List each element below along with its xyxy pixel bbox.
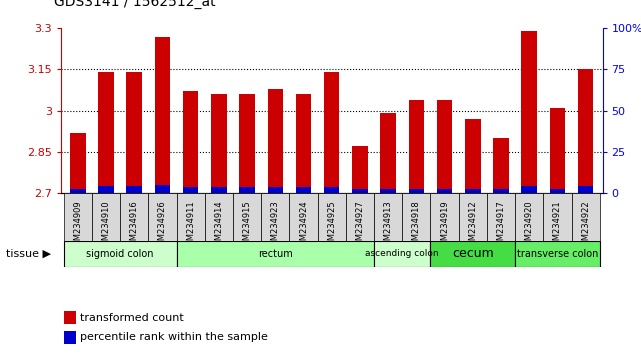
Text: transformed count: transformed count bbox=[80, 313, 183, 322]
Text: GSM234919: GSM234919 bbox=[440, 200, 449, 251]
Bar bbox=[211, 187, 227, 193]
Bar bbox=[126, 72, 142, 193]
Bar bbox=[578, 69, 594, 193]
Bar bbox=[544, 193, 572, 241]
Text: GSM234926: GSM234926 bbox=[158, 200, 167, 251]
Bar bbox=[515, 241, 600, 267]
Text: transverse colon: transverse colon bbox=[517, 249, 598, 259]
Text: rectum: rectum bbox=[258, 249, 293, 259]
Bar bbox=[70, 133, 86, 193]
Bar bbox=[549, 189, 565, 193]
Text: GSM234925: GSM234925 bbox=[327, 200, 337, 251]
Bar bbox=[521, 186, 537, 193]
Bar bbox=[63, 241, 176, 267]
Bar bbox=[63, 193, 92, 241]
Bar bbox=[437, 99, 453, 193]
Bar bbox=[408, 189, 424, 193]
Bar bbox=[98, 72, 114, 193]
Bar bbox=[92, 193, 120, 241]
Bar bbox=[239, 187, 255, 193]
Text: GSM234920: GSM234920 bbox=[525, 200, 534, 251]
Text: GSM234913: GSM234913 bbox=[384, 200, 393, 251]
Bar bbox=[324, 72, 340, 193]
Text: percentile rank within the sample: percentile rank within the sample bbox=[80, 332, 268, 342]
Text: GSM234917: GSM234917 bbox=[497, 200, 506, 251]
Text: GSM234922: GSM234922 bbox=[581, 200, 590, 251]
Bar bbox=[70, 189, 86, 193]
Text: GDS3141 / 1562512_at: GDS3141 / 1562512_at bbox=[54, 0, 216, 9]
Text: GSM234918: GSM234918 bbox=[412, 200, 421, 251]
Bar bbox=[98, 186, 114, 193]
Bar bbox=[578, 186, 594, 193]
Text: GSM234909: GSM234909 bbox=[73, 200, 82, 251]
Text: GSM234921: GSM234921 bbox=[553, 200, 562, 251]
Bar bbox=[465, 119, 481, 193]
Text: GSM234916: GSM234916 bbox=[129, 200, 138, 251]
Bar bbox=[317, 193, 346, 241]
Bar bbox=[176, 193, 204, 241]
Bar bbox=[437, 189, 453, 193]
Text: sigmoid colon: sigmoid colon bbox=[87, 249, 154, 259]
Text: ascending colon: ascending colon bbox=[365, 250, 439, 258]
Bar bbox=[296, 187, 312, 193]
Bar bbox=[63, 331, 76, 343]
Bar bbox=[380, 113, 396, 193]
Bar bbox=[459, 193, 487, 241]
Bar bbox=[431, 241, 515, 267]
Bar bbox=[183, 91, 199, 193]
Bar bbox=[487, 193, 515, 241]
Bar bbox=[211, 94, 227, 193]
Bar bbox=[261, 193, 289, 241]
Bar bbox=[289, 193, 317, 241]
Bar bbox=[324, 187, 340, 193]
Bar bbox=[233, 193, 261, 241]
Bar bbox=[374, 193, 403, 241]
Bar bbox=[380, 189, 396, 193]
Bar bbox=[267, 187, 283, 193]
Text: GSM234923: GSM234923 bbox=[271, 200, 279, 251]
Bar bbox=[572, 193, 600, 241]
Bar bbox=[465, 189, 481, 193]
Bar bbox=[352, 146, 368, 193]
Bar bbox=[63, 312, 76, 324]
Bar bbox=[549, 108, 565, 193]
Bar bbox=[515, 193, 544, 241]
Bar bbox=[493, 189, 509, 193]
Bar bbox=[126, 186, 142, 193]
Bar bbox=[176, 241, 374, 267]
Bar bbox=[493, 138, 509, 193]
Bar bbox=[239, 94, 255, 193]
Bar bbox=[346, 193, 374, 241]
Text: GSM234912: GSM234912 bbox=[469, 200, 478, 251]
Text: tissue ▶: tissue ▶ bbox=[6, 249, 51, 259]
Text: cecum: cecum bbox=[452, 247, 494, 261]
Bar bbox=[183, 187, 199, 193]
Bar bbox=[521, 31, 537, 193]
Text: GSM234927: GSM234927 bbox=[355, 200, 365, 251]
Text: GSM234910: GSM234910 bbox=[101, 200, 110, 251]
Bar bbox=[267, 88, 283, 193]
Bar bbox=[403, 193, 431, 241]
Bar bbox=[120, 193, 148, 241]
Bar bbox=[204, 193, 233, 241]
Bar bbox=[154, 36, 171, 193]
Text: GSM234915: GSM234915 bbox=[242, 200, 251, 251]
Bar bbox=[154, 185, 171, 193]
Bar bbox=[431, 193, 459, 241]
Bar bbox=[148, 193, 176, 241]
Bar bbox=[296, 94, 312, 193]
Text: GSM234911: GSM234911 bbox=[186, 200, 195, 251]
Bar bbox=[374, 241, 431, 267]
Text: GSM234914: GSM234914 bbox=[214, 200, 223, 251]
Text: GSM234924: GSM234924 bbox=[299, 200, 308, 251]
Bar bbox=[408, 99, 424, 193]
Bar bbox=[352, 189, 368, 193]
